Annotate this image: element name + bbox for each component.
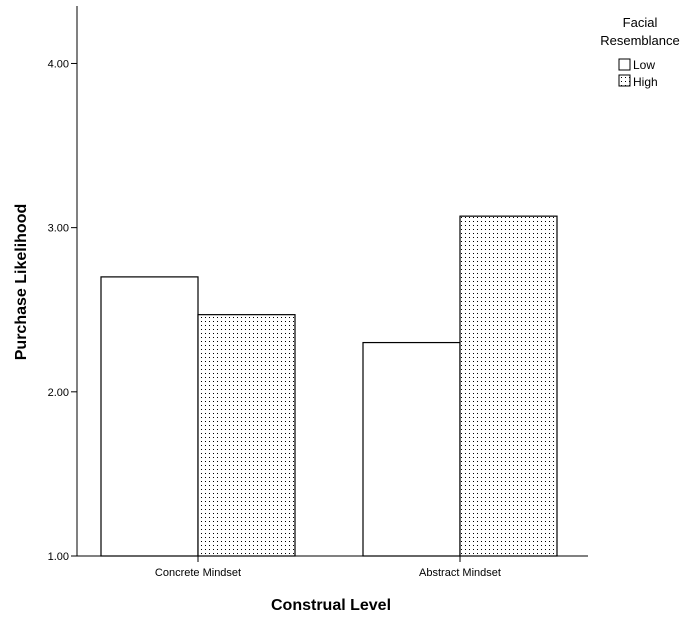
bar-low-1 [362, 341, 461, 557]
legend: Facial Resemblance Low High [600, 15, 680, 89]
bar-low-0 [100, 276, 199, 557]
x-tick-label: Abstract Mindset [419, 567, 501, 579]
bar-high-1 [459, 215, 558, 557]
y-tick-label: 1.00 [48, 551, 69, 563]
x-axis-title: Construal Level [271, 597, 391, 614]
legend-swatch-high [618, 74, 631, 87]
y-tick-label: 4.00 [48, 58, 69, 70]
legend-swatch-low [618, 58, 631, 71]
legend-label-low: Low [633, 58, 655, 72]
x-tick-label: Concrete Mindset [155, 567, 241, 579]
plot-area: 1.00 2.00 3.00 4.00 Concrete Mindset Abstract… [48, 6, 588, 579]
legend-title-line-1: Facial [623, 15, 658, 30]
legend-label-high: High [633, 75, 658, 89]
y-tick-label: 2.00 [48, 387, 69, 399]
y-axis-title: Purchase Likelihood [13, 204, 30, 360]
legend-title-line-2: Resemblance [600, 33, 680, 48]
y-tick-label: 3.00 [48, 223, 69, 235]
bar-high-0 [197, 314, 296, 557]
